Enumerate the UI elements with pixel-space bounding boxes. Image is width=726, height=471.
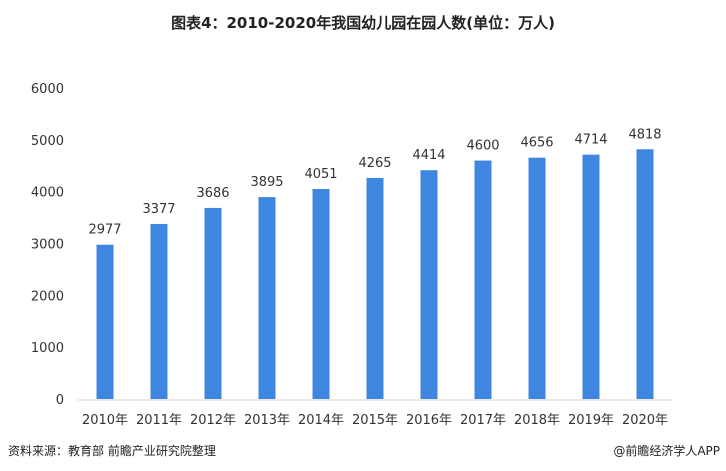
y-tick-label: 0	[56, 393, 64, 408]
data-label: 3686	[196, 186, 229, 201]
bar	[528, 157, 546, 399]
source-note: 资料来源：教育部 前瞻产业研究院整理	[8, 444, 216, 458]
x-tick-label: 2016年	[406, 413, 452, 428]
bar	[636, 149, 654, 399]
bar	[474, 160, 492, 399]
y-tick-label: 4000	[31, 186, 64, 201]
y-tick-label: 2000	[31, 289, 64, 304]
y-tick-label: 1000	[31, 341, 64, 356]
y-tick-label: 3000	[31, 238, 64, 253]
data-label: 4265	[358, 156, 391, 171]
data-label: 3895	[250, 175, 283, 190]
x-tick-label: 2020年	[622, 413, 668, 428]
x-tick-label: 2014年	[298, 413, 344, 428]
data-label: 4414	[412, 148, 445, 163]
data-label: 4656	[520, 136, 553, 151]
bar	[366, 177, 384, 399]
bar	[312, 189, 330, 399]
y-tick-label: 5000	[31, 134, 64, 149]
bar	[150, 223, 168, 399]
x-tick-label: 2018年	[514, 413, 560, 428]
credit-note: @前瞻经济学人APP	[613, 444, 720, 458]
data-label: 4714	[574, 133, 607, 148]
data-label: 4818	[628, 127, 661, 142]
x-tick-label: 2017年	[460, 413, 506, 428]
bar	[420, 170, 438, 399]
bar	[96, 244, 114, 399]
x-tick-label: 2011年	[136, 413, 182, 428]
data-label: 2977	[88, 223, 121, 238]
bar	[258, 197, 276, 399]
x-tick-label: 2019年	[568, 413, 614, 428]
data-label: 4600	[466, 139, 499, 154]
data-label: 3377	[142, 202, 175, 217]
x-tick-label: 2015年	[352, 413, 398, 428]
data-label: 4051	[304, 167, 337, 182]
bar	[582, 154, 600, 399]
y-tick-label: 6000	[31, 82, 64, 97]
chart-title: 图表4：2010-2020年我国幼儿园在园人数(单位：万人)	[171, 14, 555, 32]
x-tick-label: 2012年	[190, 413, 236, 428]
x-tick-label: 2013年	[244, 413, 290, 428]
x-tick-label: 2010年	[82, 413, 128, 428]
bar	[204, 207, 222, 399]
